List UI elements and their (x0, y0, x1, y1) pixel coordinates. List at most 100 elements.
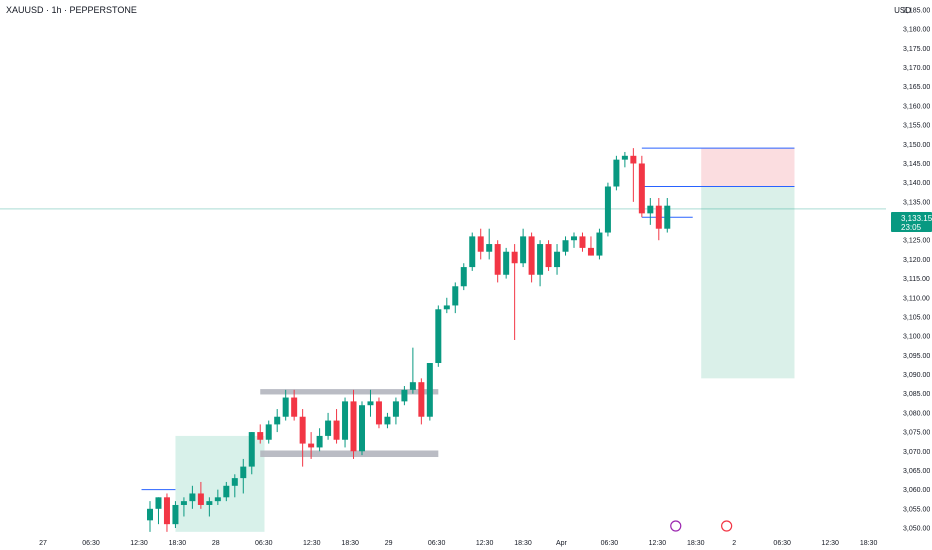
price-tick-label: 3,160.00 (903, 103, 930, 110)
flash-icon[interactable] (670, 520, 682, 532)
candle-body (596, 232, 603, 256)
price-tick-label: 3,135.00 (903, 199, 930, 206)
price-tick-label: 3,115.00 (903, 276, 930, 283)
candle-body (257, 432, 264, 440)
time-tick-label: 28 (212, 540, 220, 547)
price-tick-label: 3,060.00 (903, 487, 930, 494)
support-zone (260, 450, 439, 458)
price-tick-label: 3,080.00 (903, 410, 930, 417)
last-price-value: 3,133.15 (901, 214, 932, 223)
us-flag-icon[interactable] (721, 520, 733, 532)
time-tick-label: 18:30 (860, 540, 878, 547)
candle-body (316, 435, 323, 448)
price-tick-label: 3,090.00 (903, 372, 930, 379)
candle-body (231, 478, 238, 486)
candle-body (664, 205, 671, 229)
time-tick-label: 06:30 (255, 540, 273, 547)
candle-body (545, 244, 552, 268)
price-tick-label: 3,150.00 (903, 142, 930, 149)
candle-body (155, 497, 162, 509)
candle-body (452, 286, 459, 306)
currency-label: USD (894, 6, 911, 15)
countdown-value: 23:05 (901, 223, 922, 232)
candle-body (359, 405, 365, 452)
candle-body (147, 508, 153, 521)
candle-body (299, 416, 306, 444)
time-tick-label: 06:30 (601, 540, 619, 547)
candle-body (248, 432, 255, 467)
candle-body (197, 493, 204, 505)
last-price-tag: 3,133.15 23:05 (891, 212, 932, 232)
price-tick-label: 3,125.00 (903, 238, 930, 245)
candle-body (206, 501, 213, 505)
candle-body (180, 501, 187, 505)
price-tick-label: 3,155.00 (903, 123, 930, 130)
candle-body (418, 382, 425, 417)
resistance-zone (260, 389, 439, 395)
candle-body (520, 236, 527, 264)
price-tick-label: 3,100.00 (903, 334, 930, 341)
candle-body (214, 497, 221, 502)
candle-body (621, 155, 628, 160)
candle-body (655, 205, 662, 229)
candle-body (579, 236, 586, 248)
time-tick-label: 12:30 (649, 540, 667, 547)
time-tick-label: 18:30 (687, 540, 705, 547)
time-tick-label: 27 (39, 540, 47, 547)
take-profit-zone (701, 186, 795, 379)
candle-body (571, 236, 577, 241)
price-tick-label: 3,180.00 (903, 27, 930, 34)
price-tick-label: 3,120.00 (903, 257, 930, 264)
candle-body (189, 493, 196, 502)
candle-body (325, 420, 332, 436)
price-tick-label: 3,185.00 (903, 8, 930, 15)
time-tick-label: 06:30 (82, 540, 100, 547)
price-tick-label: 3,175.00 (903, 46, 930, 53)
candle-body (401, 389, 408, 402)
candle-body (163, 497, 170, 525)
candle-body (613, 159, 620, 187)
time-tick-label: 06:30 (773, 540, 791, 547)
time-tick-label: 18:30 (514, 540, 532, 547)
candle-body (409, 382, 416, 390)
time-axis[interactable]: 27 06:30 12:30 18:30 28 06:30 12:30 18:30 29 06:3… (39, 540, 877, 547)
candle-body (528, 236, 535, 275)
time-tick-label: 18:30 (341, 540, 359, 547)
candle-body (647, 205, 654, 214)
candle-body (477, 236, 484, 252)
candle-body (426, 363, 433, 417)
candle-body (384, 416, 391, 425)
stop-loss-zone (701, 148, 795, 187)
candle-body (630, 155, 637, 164)
candle-body (460, 267, 467, 287)
price-tick-label: 3,110.00 (903, 295, 930, 302)
price-axis[interactable]: 3,185.00 3,180.00 3,175.00 3,170.00 3,165.00… (903, 8, 930, 533)
candle-body (172, 504, 179, 525)
time-tick-label: Apr (556, 540, 568, 547)
time-tick-label: 29 (385, 540, 393, 547)
time-tick-label: 12:30 (476, 540, 494, 547)
candle-body (240, 466, 247, 479)
price-tick-label: 3,085.00 (903, 391, 930, 398)
candle-body (554, 251, 561, 268)
candle-body (350, 401, 357, 452)
price-tick-label: 3,050.00 (903, 526, 930, 533)
candle-body (494, 244, 501, 275)
price-tick-label: 3,170.00 (903, 65, 930, 72)
candles-layer (147, 148, 733, 532)
time-tick-label: 06:30 (428, 540, 446, 547)
candle-body (443, 305, 450, 310)
candle-body (291, 397, 298, 417)
candle-body (604, 186, 611, 233)
candle-body (392, 401, 399, 417)
candle-body (486, 244, 493, 252)
candle-body (308, 443, 315, 448)
time-tick-label: 18:30 (169, 540, 187, 547)
time-tick-label: 12:30 (303, 540, 321, 547)
price-tick-label: 3,075.00 (903, 430, 930, 437)
last-price-badge (891, 212, 932, 232)
candle-body (375, 401, 382, 425)
candle-body (333, 420, 340, 440)
candle-body (435, 309, 442, 364)
